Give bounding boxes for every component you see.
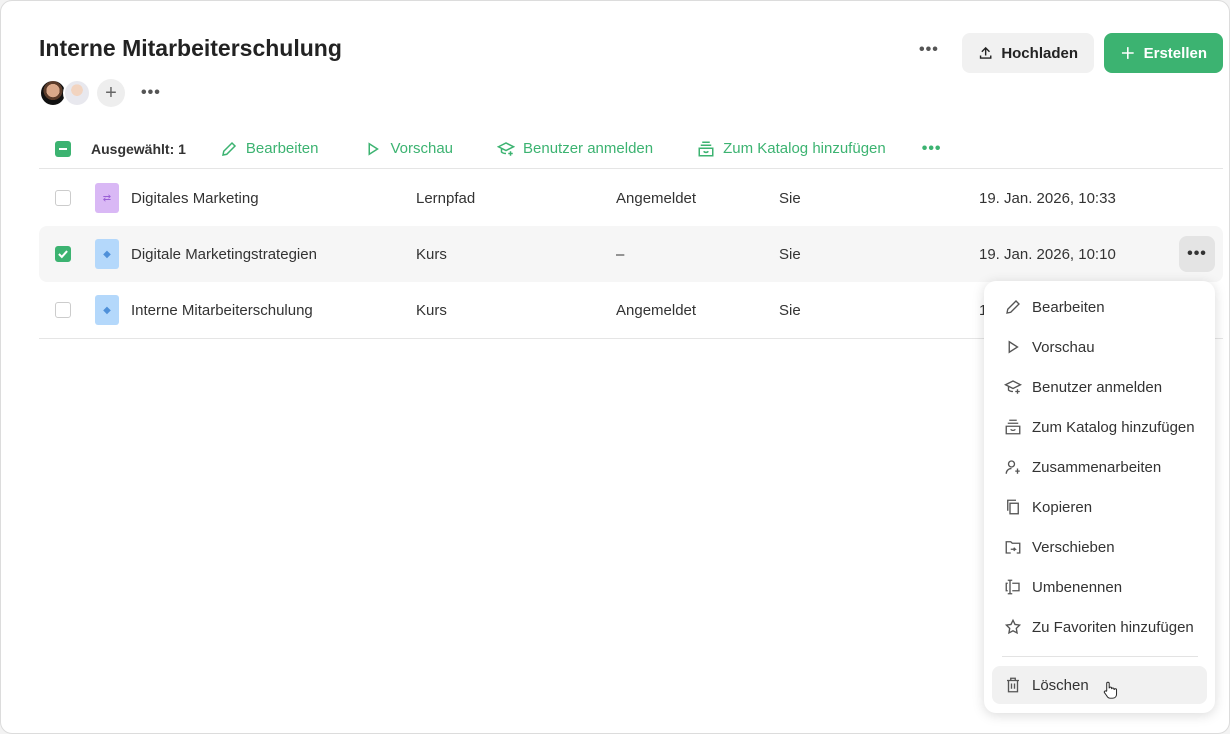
item-type: Lernpfad [416, 189, 476, 207]
menu-label: Vorschau [1032, 338, 1095, 356]
item-date: 19. Jan. 2026, 10:10 [979, 245, 1116, 263]
play-icon [368, 141, 380, 156]
item-name[interactable]: Digitale Marketingstrategien [131, 245, 317, 263]
upload-icon [979, 46, 992, 59]
course-icon: ◆ [95, 295, 119, 325]
action-label: Bearbeiten [245, 140, 319, 157]
menu-item-edit[interactable]: Bearbeiten [992, 288, 1207, 326]
menu-item-favorite[interactable]: Zu Favoriten hinzufügen [992, 608, 1207, 646]
more-horizontal-icon: ••• [1187, 245, 1207, 262]
menu-label: Zusammenarbeiten [1032, 458, 1162, 476]
menu-item-rename[interactable]: Umbenennen [992, 568, 1207, 606]
play-icon [1008, 340, 1019, 354]
row-checkbox[interactable] [55, 302, 71, 318]
table-row[interactable]: ◆ Interne Mitarbeiterschulung Kurs Angem… [39, 282, 1223, 338]
menu-item-copy[interactable]: Kopieren [992, 488, 1207, 526]
hand-cursor-icon [1103, 681, 1117, 699]
copy-icon [1007, 499, 1019, 515]
menu-divider [1002, 656, 1198, 657]
trash-icon [1007, 677, 1019, 693]
enroll-users-action[interactable]: Benutzer anmelden [497, 140, 653, 158]
menu-label: Benutzer anmelden [1032, 378, 1163, 396]
avatar[interactable] [39, 79, 67, 107]
course-icon: ◆ [95, 239, 119, 269]
menu-item-preview[interactable]: Vorschau [992, 328, 1207, 366]
edit-action[interactable]: Bearbeiten [220, 140, 319, 158]
learning-path-icon: ⇄ [95, 183, 119, 213]
star-icon [1004, 618, 1022, 635]
menu-item-move[interactable]: Verschieben [992, 528, 1207, 566]
context-menu: Bearbeiten Vorschau Benutzer anmelden Zu… [984, 281, 1215, 713]
item-status: Angemeldet [616, 301, 697, 319]
avatar[interactable] [63, 79, 91, 107]
collaborators: + ••• [39, 79, 161, 107]
menu-label: Zum Katalog hinzufügen [1032, 418, 1195, 436]
item-name[interactable]: Digitales Marketing [131, 189, 259, 207]
add-to-catalog-action[interactable]: Zum Katalog hinzufügen [697, 140, 886, 158]
row-checkbox[interactable] [55, 246, 71, 262]
action-label: Benutzer anmelden [523, 140, 654, 157]
graduation-cap-plus-icon [497, 141, 516, 156]
menu-item-add-to-catalog[interactable]: Zum Katalog hinzufügen [992, 408, 1207, 446]
preview-action[interactable]: Vorschau [364, 140, 453, 158]
item-type: Kurs [416, 301, 447, 319]
item-status: Angemeldet [616, 189, 697, 207]
item-owner: Sie [779, 189, 801, 207]
header-more-button[interactable]: ••• [919, 41, 939, 58]
menu-label: Verschieben [1032, 538, 1115, 556]
folder-move-icon [1005, 541, 1021, 554]
add-collaborator-button[interactable]: + [97, 79, 125, 107]
plus-icon [1121, 47, 1134, 59]
check-icon [58, 250, 68, 259]
item-type: Kurs [416, 245, 447, 263]
item-date: 1 [979, 302, 987, 319]
menu-item-enroll-users[interactable]: Benutzer anmelden [992, 368, 1207, 406]
row-checkbox[interactable] [55, 190, 71, 206]
user-plus-icon [1005, 460, 1020, 474]
menu-item-collaborate[interactable]: Zusammenarbeiten [992, 448, 1207, 486]
action-label: Vorschau [390, 140, 454, 157]
catalog-icon [1005, 419, 1021, 435]
divider [39, 338, 1223, 339]
pencil-icon [221, 141, 236, 156]
table-row[interactable]: ◆ Digitale Marketingstrategien Kurs – Si… [39, 226, 1223, 282]
selection-toolbar: Ausgewählt: 1 Bearbeiten Vorschau Benutz… [39, 129, 1223, 169]
menu-label: Umbenennen [1032, 578, 1123, 596]
graduation-cap-plus-icon [1004, 380, 1022, 394]
select-all-checkbox[interactable] [55, 140, 71, 157]
item-date: 19. Jan. 2026, 10:33 [979, 189, 1116, 207]
upload-label: Hochladen [1001, 44, 1078, 62]
menu-item-delete[interactable]: Löschen [992, 666, 1207, 704]
menu-label: Zu Favoriten hinzufügen [1032, 618, 1194, 636]
create-label: Erstellen [1143, 44, 1207, 62]
menu-label: Löschen [1032, 676, 1089, 694]
item-owner: Sie [779, 301, 801, 319]
catalog-icon [698, 141, 714, 156]
selected-count: Ausgewählt: 1 [91, 140, 186, 157]
rename-icon [1005, 579, 1020, 595]
item-status: – [616, 245, 625, 263]
item-owner: Sie [779, 245, 801, 263]
page-title: Interne Mitarbeiterschulung [39, 35, 342, 61]
menu-label: Kopieren [1032, 498, 1093, 516]
more-icon[interactable]: ••• [141, 84, 161, 101]
action-label: Zum Katalog hinzufügen [723, 140, 886, 157]
item-name[interactable]: Interne Mitarbeiterschulung [131, 301, 313, 319]
pencil-icon [1006, 300, 1020, 314]
upload-button[interactable]: Hochladen [962, 33, 1094, 73]
table-row[interactable]: ⇄ Digitales Marketing Lernpfad Angemelde… [39, 170, 1223, 226]
row-more-button[interactable]: ••• [1179, 236, 1215, 272]
menu-label: Bearbeiten [1032, 298, 1105, 316]
create-button[interactable]: Erstellen [1104, 33, 1223, 73]
toolbar-more-button[interactable]: ••• [921, 139, 942, 157]
